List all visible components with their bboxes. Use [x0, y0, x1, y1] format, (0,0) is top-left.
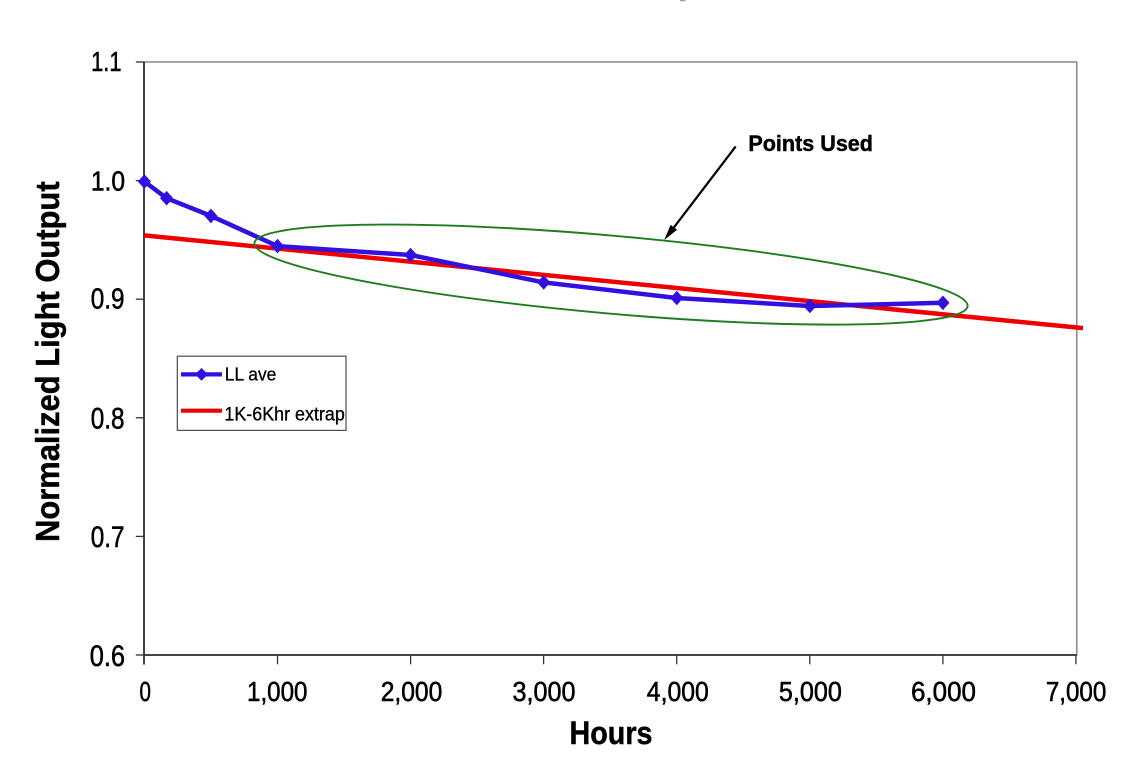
svg-text:1.1: 1.1: [91, 46, 121, 77]
svg-text:5,000: 5,000: [779, 676, 842, 707]
svg-text:0.7: 0.7: [91, 522, 125, 554]
svg-text:0.9: 0.9: [91, 283, 125, 315]
svg-text:4,000: 4,000: [647, 676, 709, 707]
svg-text:Hours: Hours: [569, 715, 652, 751]
svg-text:0.8: 0.8: [91, 403, 125, 435]
svg-text:7,000: 7,000: [1046, 676, 1106, 707]
svg-text:0: 0: [139, 676, 150, 707]
svg-text:Normalized Light Output: Normalized Light Output: [30, 181, 67, 542]
svg-text:6,000: 6,000: [911, 676, 976, 707]
svg-text:3,000: 3,000: [513, 676, 576, 707]
svg-text:Points Used: Points Used: [748, 131, 873, 156]
svg-text:2,000: 2,000: [381, 676, 443, 707]
svg-text:0.6: 0.6: [90, 641, 125, 673]
svg-text:1.0: 1.0: [91, 165, 125, 196]
svg-text:1,000: 1,000: [247, 676, 307, 707]
svg-text:LL ave: LL ave: [225, 365, 276, 385]
svg-text:1K-6Khr extrap: 1K-6Khr extrap: [224, 404, 345, 426]
